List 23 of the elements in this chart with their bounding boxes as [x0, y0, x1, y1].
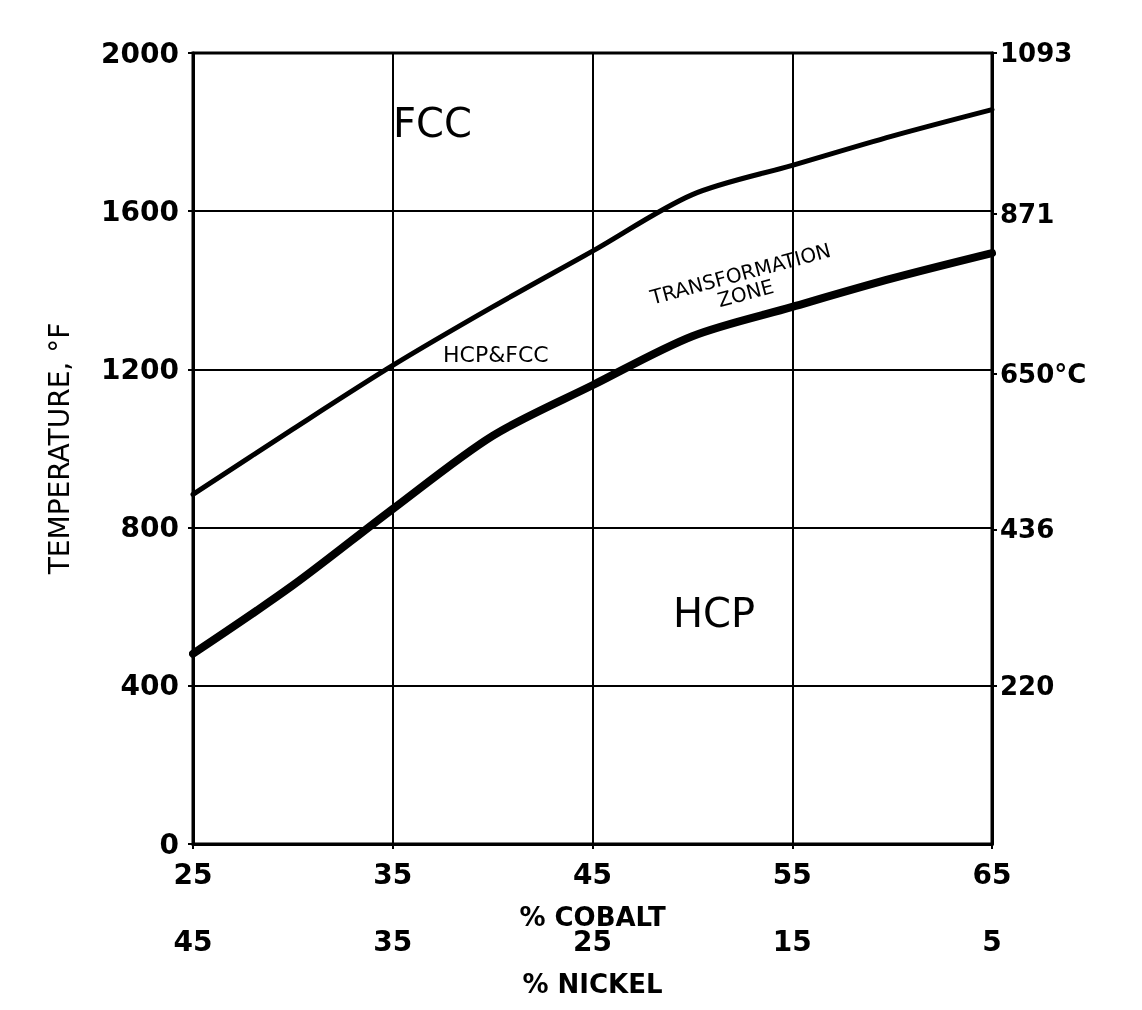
- y2-tick-label: 220: [1000, 670, 1055, 701]
- y-axis-title: TEMPERATURE, °F: [42, 322, 76, 576]
- y2-tick-label: 1093: [1000, 38, 1073, 68]
- y2-tick-label: 436: [1000, 514, 1055, 545]
- y-tick-label: 400: [120, 669, 179, 703]
- y2-tick-label: 650°C: [1000, 359, 1087, 390]
- x-tick-label: 35: [373, 857, 413, 891]
- y-tick-label: 1200: [101, 352, 179, 386]
- x2-tick-label: 15: [772, 924, 812, 958]
- x-tick-label: 65: [972, 857, 1012, 891]
- annotation: HCP: [672, 590, 756, 636]
- y-tick-label: 1600: [101, 194, 179, 228]
- annotation: FCC: [393, 100, 472, 146]
- annotation: HCP&FCC: [443, 341, 549, 367]
- x2-tick-label: 45: [173, 924, 213, 958]
- x2-tick-label: 35: [373, 924, 413, 958]
- x2-axis-title: % NICKEL: [522, 969, 663, 999]
- y-tick-label: 2000: [101, 36, 179, 70]
- x-tick-label: 55: [772, 857, 812, 891]
- y2-tick-label: 871: [1000, 198, 1055, 229]
- x2-tick-label: 5: [982, 924, 1002, 958]
- y-tick-label: 800: [120, 511, 179, 545]
- x-tick-label: 45: [573, 857, 612, 891]
